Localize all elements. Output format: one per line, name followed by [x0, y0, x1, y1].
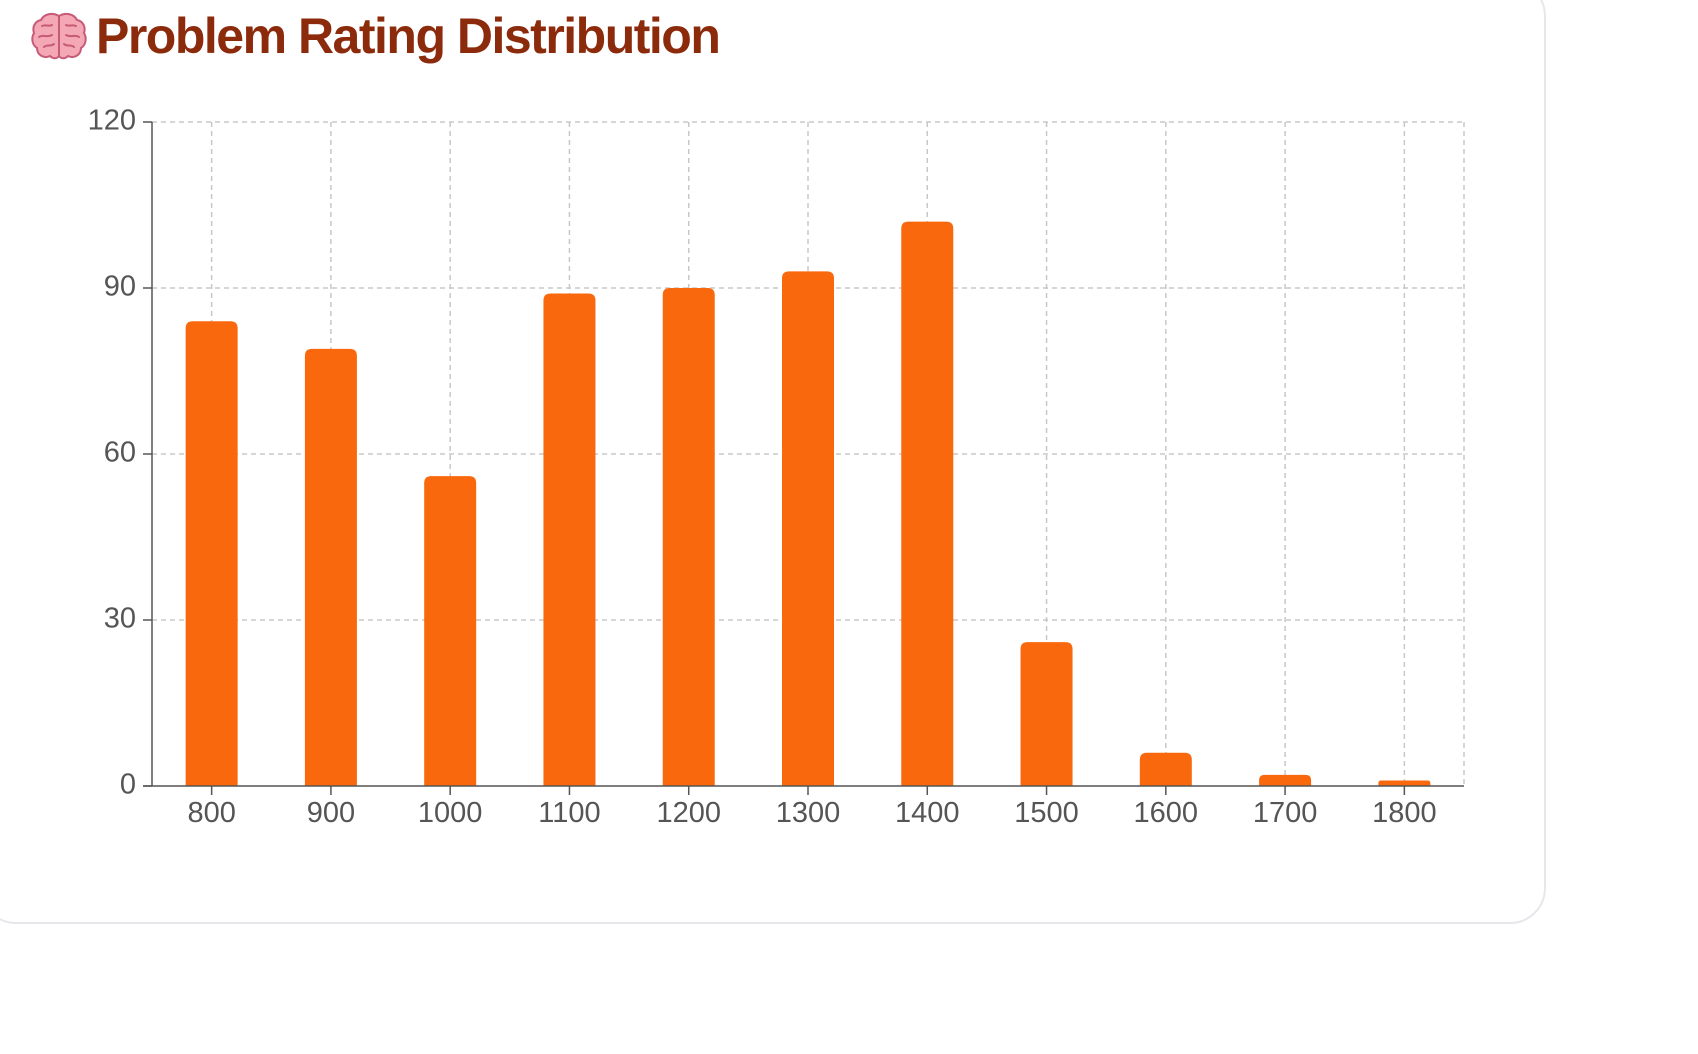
x-tick-label: 800	[187, 797, 235, 829]
chart-card	[0, 0, 1546, 924]
bar-1300	[782, 271, 834, 786]
bar-1800	[1378, 780, 1431, 786]
chart-title: Problem Rating Distribution	[30, 6, 721, 66]
y-tick-label: 0	[120, 769, 136, 801]
bar-800	[185, 321, 238, 786]
x-tick-label: 1300	[776, 797, 841, 829]
bar-1700	[1259, 774, 1312, 786]
y-tick-label: 30	[104, 603, 136, 635]
x-tick-label: 1200	[656, 797, 721, 829]
x-tick-label: 1700	[1253, 797, 1318, 829]
x-tick-label: 1600	[1134, 797, 1199, 829]
y-tick-label: 120	[88, 105, 136, 137]
brain-icon	[30, 10, 88, 62]
bar-1400	[901, 221, 954, 787]
y-tick-label: 60	[104, 437, 136, 469]
axes	[143, 121, 1464, 795]
bar-1500	[1020, 642, 1073, 786]
bar-900	[304, 348, 357, 786]
x-tick-label: 1400	[895, 797, 960, 829]
x-tick-label: 1100	[538, 797, 600, 829]
bars	[185, 221, 1431, 787]
x-axis-ticks: 800 900 1000 1100 1200 1300 1400 1500 1600 1700 18…	[187, 797, 1436, 829]
bar-1100	[543, 293, 596, 786]
bar-1600	[1139, 752, 1192, 786]
bar-1000	[424, 476, 477, 786]
x-tick-label: 1800	[1372, 797, 1437, 829]
x-tick-label: 900	[307, 797, 355, 829]
bar-1200	[662, 288, 715, 786]
y-axis-ticks: 0 30 60 90 120	[88, 105, 136, 801]
x-tick-label: 1000	[418, 797, 483, 829]
chart-title-text: Problem Rating Distribution	[96, 8, 721, 64]
x-tick-label: 1500	[1014, 797, 1079, 829]
y-tick-label: 90	[104, 271, 136, 303]
